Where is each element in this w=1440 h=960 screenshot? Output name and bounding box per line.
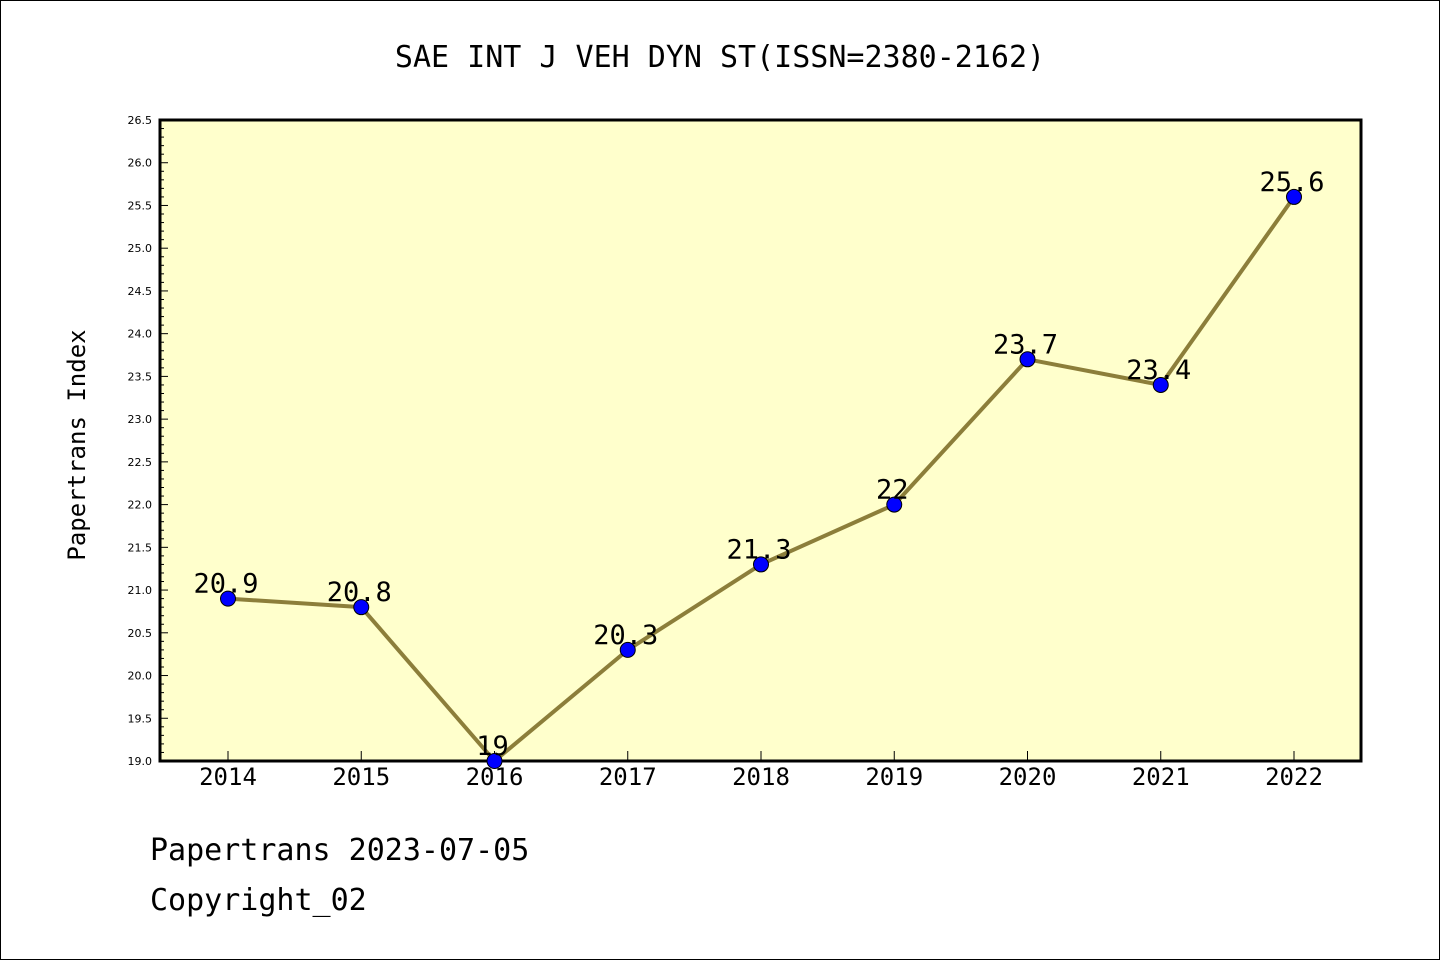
x-tick-label: 2020 (999, 763, 1057, 791)
x-tick-label: 2017 (599, 763, 657, 791)
data-point (753, 556, 769, 573)
data-point (353, 599, 370, 616)
footer-date: Papertrans 2023-07-05 (150, 833, 530, 868)
data-label: 25.6 (1259, 167, 1324, 198)
y-axis-ticks: 19.0 19.5 20.0 20.5 21.0 21.5 22.0 22.5 23.0 23.5… (128, 114, 168, 768)
data-points (220, 188, 1302, 769)
y-tick-label: 21.5 (128, 541, 153, 554)
y-tick-label: 25.5 (128, 199, 153, 212)
y-tick-label: 19.5 (128, 712, 153, 725)
data-label: 20.8 (327, 577, 392, 608)
data-label: 23.4 (1126, 355, 1191, 386)
data-label: 19 (476, 731, 509, 762)
plot-area (158, 118, 1363, 763)
data-point (886, 496, 903, 513)
x-tick-label: 2014 (199, 763, 257, 791)
data-label: 23.7 (993, 329, 1058, 360)
y-tick-label: 20.5 (128, 627, 153, 640)
y-tick-label: 19.0 (128, 755, 153, 768)
data-point (1019, 351, 1036, 368)
y-tick-label: 20.0 (128, 670, 153, 683)
y-tick-label: 22.5 (128, 456, 153, 469)
x-tick-label: 2015 (332, 763, 390, 791)
y-axis-label: Papertrans Index (63, 329, 91, 560)
data-label: 21.3 (726, 534, 791, 565)
y-tick-label: 23.0 (128, 413, 153, 426)
x-tick-label: 2019 (865, 763, 923, 791)
y-tick-label: 24.5 (128, 285, 153, 298)
y-tick-label: 26.0 (128, 157, 153, 170)
data-point (1152, 376, 1169, 393)
x-tick-label: 2018 (732, 763, 790, 791)
x-tick-label: 2021 (1132, 763, 1190, 791)
data-label: 20.9 (193, 569, 258, 600)
chart-title: SAE INT J VEH DYN ST(ISSN=2380-2162) (395, 40, 1045, 75)
data-point (486, 753, 503, 769)
y-tick-label: 24.0 (128, 328, 153, 341)
data-label: 20.3 (593, 620, 658, 651)
footer-copyright: Copyright_02 (150, 883, 367, 918)
data-label: 22 (876, 475, 909, 506)
data-point (220, 590, 236, 607)
y-tick-label: 22.0 (128, 499, 153, 512)
x-tick-label: 2022 (1265, 763, 1323, 791)
data-point (1286, 188, 1302, 205)
data-point (619, 641, 636, 658)
data-labels: 20.9 20.8 19 20.3 21.3 22 23.7 23.4 25.6 (193, 167, 1324, 762)
y-tick-label: 26.5 (128, 114, 153, 127)
y-tick-label: 25.0 (128, 242, 153, 255)
x-axis-ticks: 2014 2015 2016 2017 2018 2019 2020 2021 2022 (199, 751, 1323, 791)
y-tick-label: 23.5 (128, 370, 153, 383)
y-tick-label: 21.0 (128, 584, 153, 597)
